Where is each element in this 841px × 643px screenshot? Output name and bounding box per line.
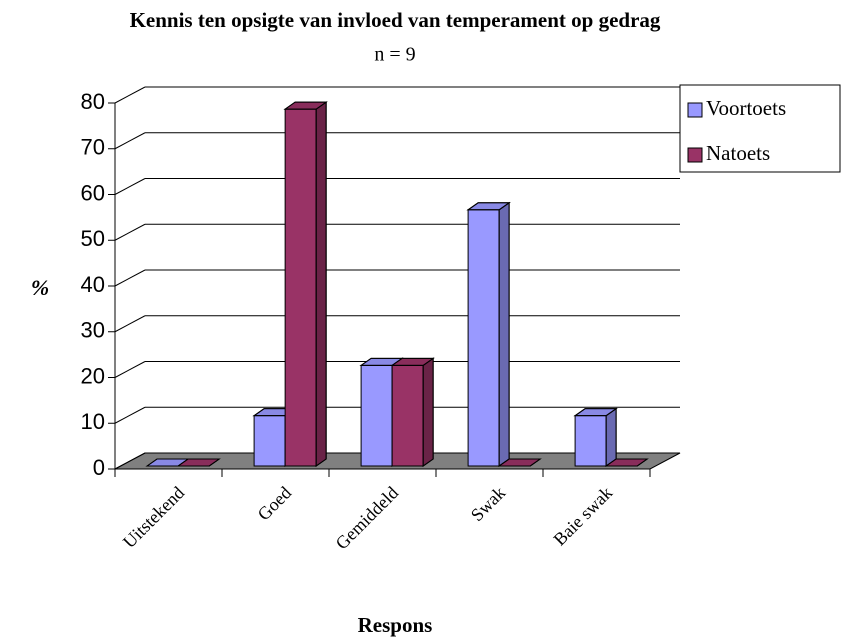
chart-subtitle: n = 9 [374,44,415,66]
bar-top [176,458,221,467]
y-tick-label: 40 [81,272,105,297]
y-tick-label: 20 [81,363,105,388]
grid-line [114,269,146,287]
bar-front [253,415,286,467]
y-tick-label: 30 [81,318,105,343]
bar-front [574,415,607,467]
legend-label: Natoets [706,141,770,165]
bar-front [467,209,500,467]
bar [604,458,649,467]
bar-top [390,357,435,366]
bar-side [498,201,510,467]
bar-top [497,458,542,467]
grid-line [114,178,146,195]
x-tick-label: Uitstekend [119,483,188,552]
legend-swatch [687,147,703,163]
legend-swatch [687,102,703,118]
grid-line [114,452,146,470]
y-tick-label: 0 [93,455,105,480]
bar [283,101,328,467]
bar [497,458,542,467]
bar [466,201,511,467]
bar [390,357,435,467]
bar [176,458,221,467]
grid-line [114,361,146,378]
x-tick-label: Gemiddeld [332,483,403,554]
y-tick-label: 50 [81,226,105,251]
bar-side [422,357,434,467]
bar-front [284,108,317,467]
bar-top [283,101,328,110]
bar-top [466,202,511,211]
x-tick-label: Baie swak [549,483,616,550]
bar-side [315,101,327,467]
chart-title: Kennis ten opsigte van invloed van tempe… [130,8,661,32]
y-tick-label: 70 [81,135,105,160]
grid-line [114,315,146,333]
bar-front [360,364,393,467]
y-tick-label: 80 [81,89,105,114]
bar-top [604,458,649,467]
legend [679,84,841,173]
bar-side [605,407,617,467]
legend-label: Voortoets [706,96,786,120]
x-tick-label: Swak [467,483,509,525]
y-tick-label: 10 [81,409,105,434]
grid-line [114,406,146,424]
y-axis-label: % [31,275,49,300]
x-axis-label: Respons [358,613,433,637]
bar-top [573,408,618,417]
grid-line [114,132,146,150]
y-tick-label: 60 [81,180,105,205]
bar-front [391,364,424,467]
x-tick-label: Goed [254,483,296,525]
grid-line [114,86,146,104]
bar [573,407,618,467]
grid-line [114,223,146,241]
